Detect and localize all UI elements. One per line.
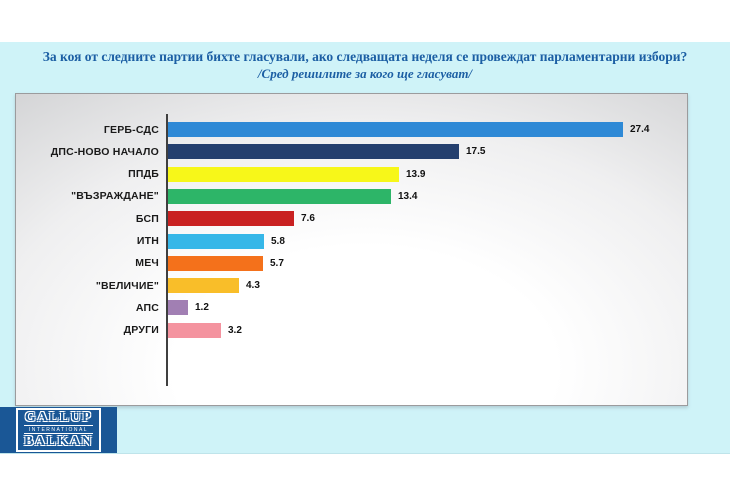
bar: [168, 166, 399, 182]
bar-value: 7.6: [301, 213, 315, 225]
bar: [168, 188, 391, 204]
logo-text-gallup: GALLUP: [24, 410, 93, 425]
chart-row: МЕЧ 5.7: [16, 252, 687, 274]
logo-frame: GALLUP INTERNATIONAL BALKAN: [16, 408, 101, 452]
chart-row: ГЕРБ-СДС 27.4: [16, 119, 687, 141]
bar-value: 1.2: [195, 302, 209, 314]
survey-question-title: За коя от следните партии бихте гласувал…: [42, 49, 688, 64]
bar-label: АПС: [135, 301, 159, 314]
bar-label: ГЕРБ-СДС: [103, 123, 159, 136]
bar-value: 5.8: [271, 235, 285, 247]
bar-label: ДПС-НОВО НАЧАЛО: [50, 145, 159, 158]
chart-rows: ГЕРБ-СДС 27.4 ДПС-НОВО НАЧАЛО 17.5 ППДБ 13.9 "…: [16, 94, 687, 405]
bar-label: ДРУГИ: [123, 324, 159, 337]
bar-value: 13.4: [398, 190, 418, 202]
survey-subtitle: /Сред решилите за кого ще гласуват/: [257, 66, 473, 81]
chart-row: "ВЕЛИЧИЕ" 4.3: [16, 275, 687, 297]
bar-label: ИТН: [136, 235, 159, 247]
bar-value: 17.5: [466, 146, 486, 158]
chart-row: ИТН 5.8: [16, 230, 687, 252]
bar: [168, 255, 263, 271]
chart-row: ППДБ 13.9: [16, 163, 687, 185]
chart-row: АПС 1.2: [16, 297, 687, 319]
bar: [168, 144, 459, 160]
bar-value: 5.7: [270, 257, 284, 269]
logo-text-balkan: BALKAN: [24, 434, 93, 449]
bar-label: БСП: [135, 212, 159, 225]
chart-panel: ГЕРБ-СДС 27.4 ДПС-НОВО НАЧАЛО 17.5 ППДБ 13.9 "…: [15, 93, 688, 406]
y-axis-line: [166, 114, 168, 386]
bar: [168, 322, 221, 338]
chart-title-block: За коя от следните партии бихте гласувал…: [0, 48, 730, 82]
bar: [168, 300, 188, 316]
bar-value: 27.4: [630, 124, 650, 135]
chart-row: "ВЪЗРАЖДАНЕ" 13.4: [16, 185, 687, 207]
bar-value: 3.2: [228, 324, 242, 336]
chart-row: ДРУГИ 3.2: [16, 319, 687, 341]
chart-row: ДПС-НОВО НАЧАЛО 17.5: [16, 141, 687, 163]
chart-row: БСП 7.6: [16, 208, 687, 230]
gallup-balkan-logo: GALLUP INTERNATIONAL BALKAN: [0, 407, 117, 453]
bar: [168, 233, 264, 249]
bar: [168, 278, 239, 294]
bar-value: 4.3: [246, 280, 260, 292]
bar-label: "ВЪЗРАЖДАНЕ": [71, 190, 159, 203]
bar-label: "ВЕЛИЧИЕ": [95, 279, 159, 292]
bar-value: 13.9: [406, 168, 426, 180]
bar: [168, 211, 294, 227]
bar: [168, 122, 623, 137]
bar-label: ППДБ: [128, 168, 159, 181]
logo-text-international: INTERNATIONAL: [24, 425, 93, 434]
bar-label: МЕЧ: [135, 257, 159, 270]
